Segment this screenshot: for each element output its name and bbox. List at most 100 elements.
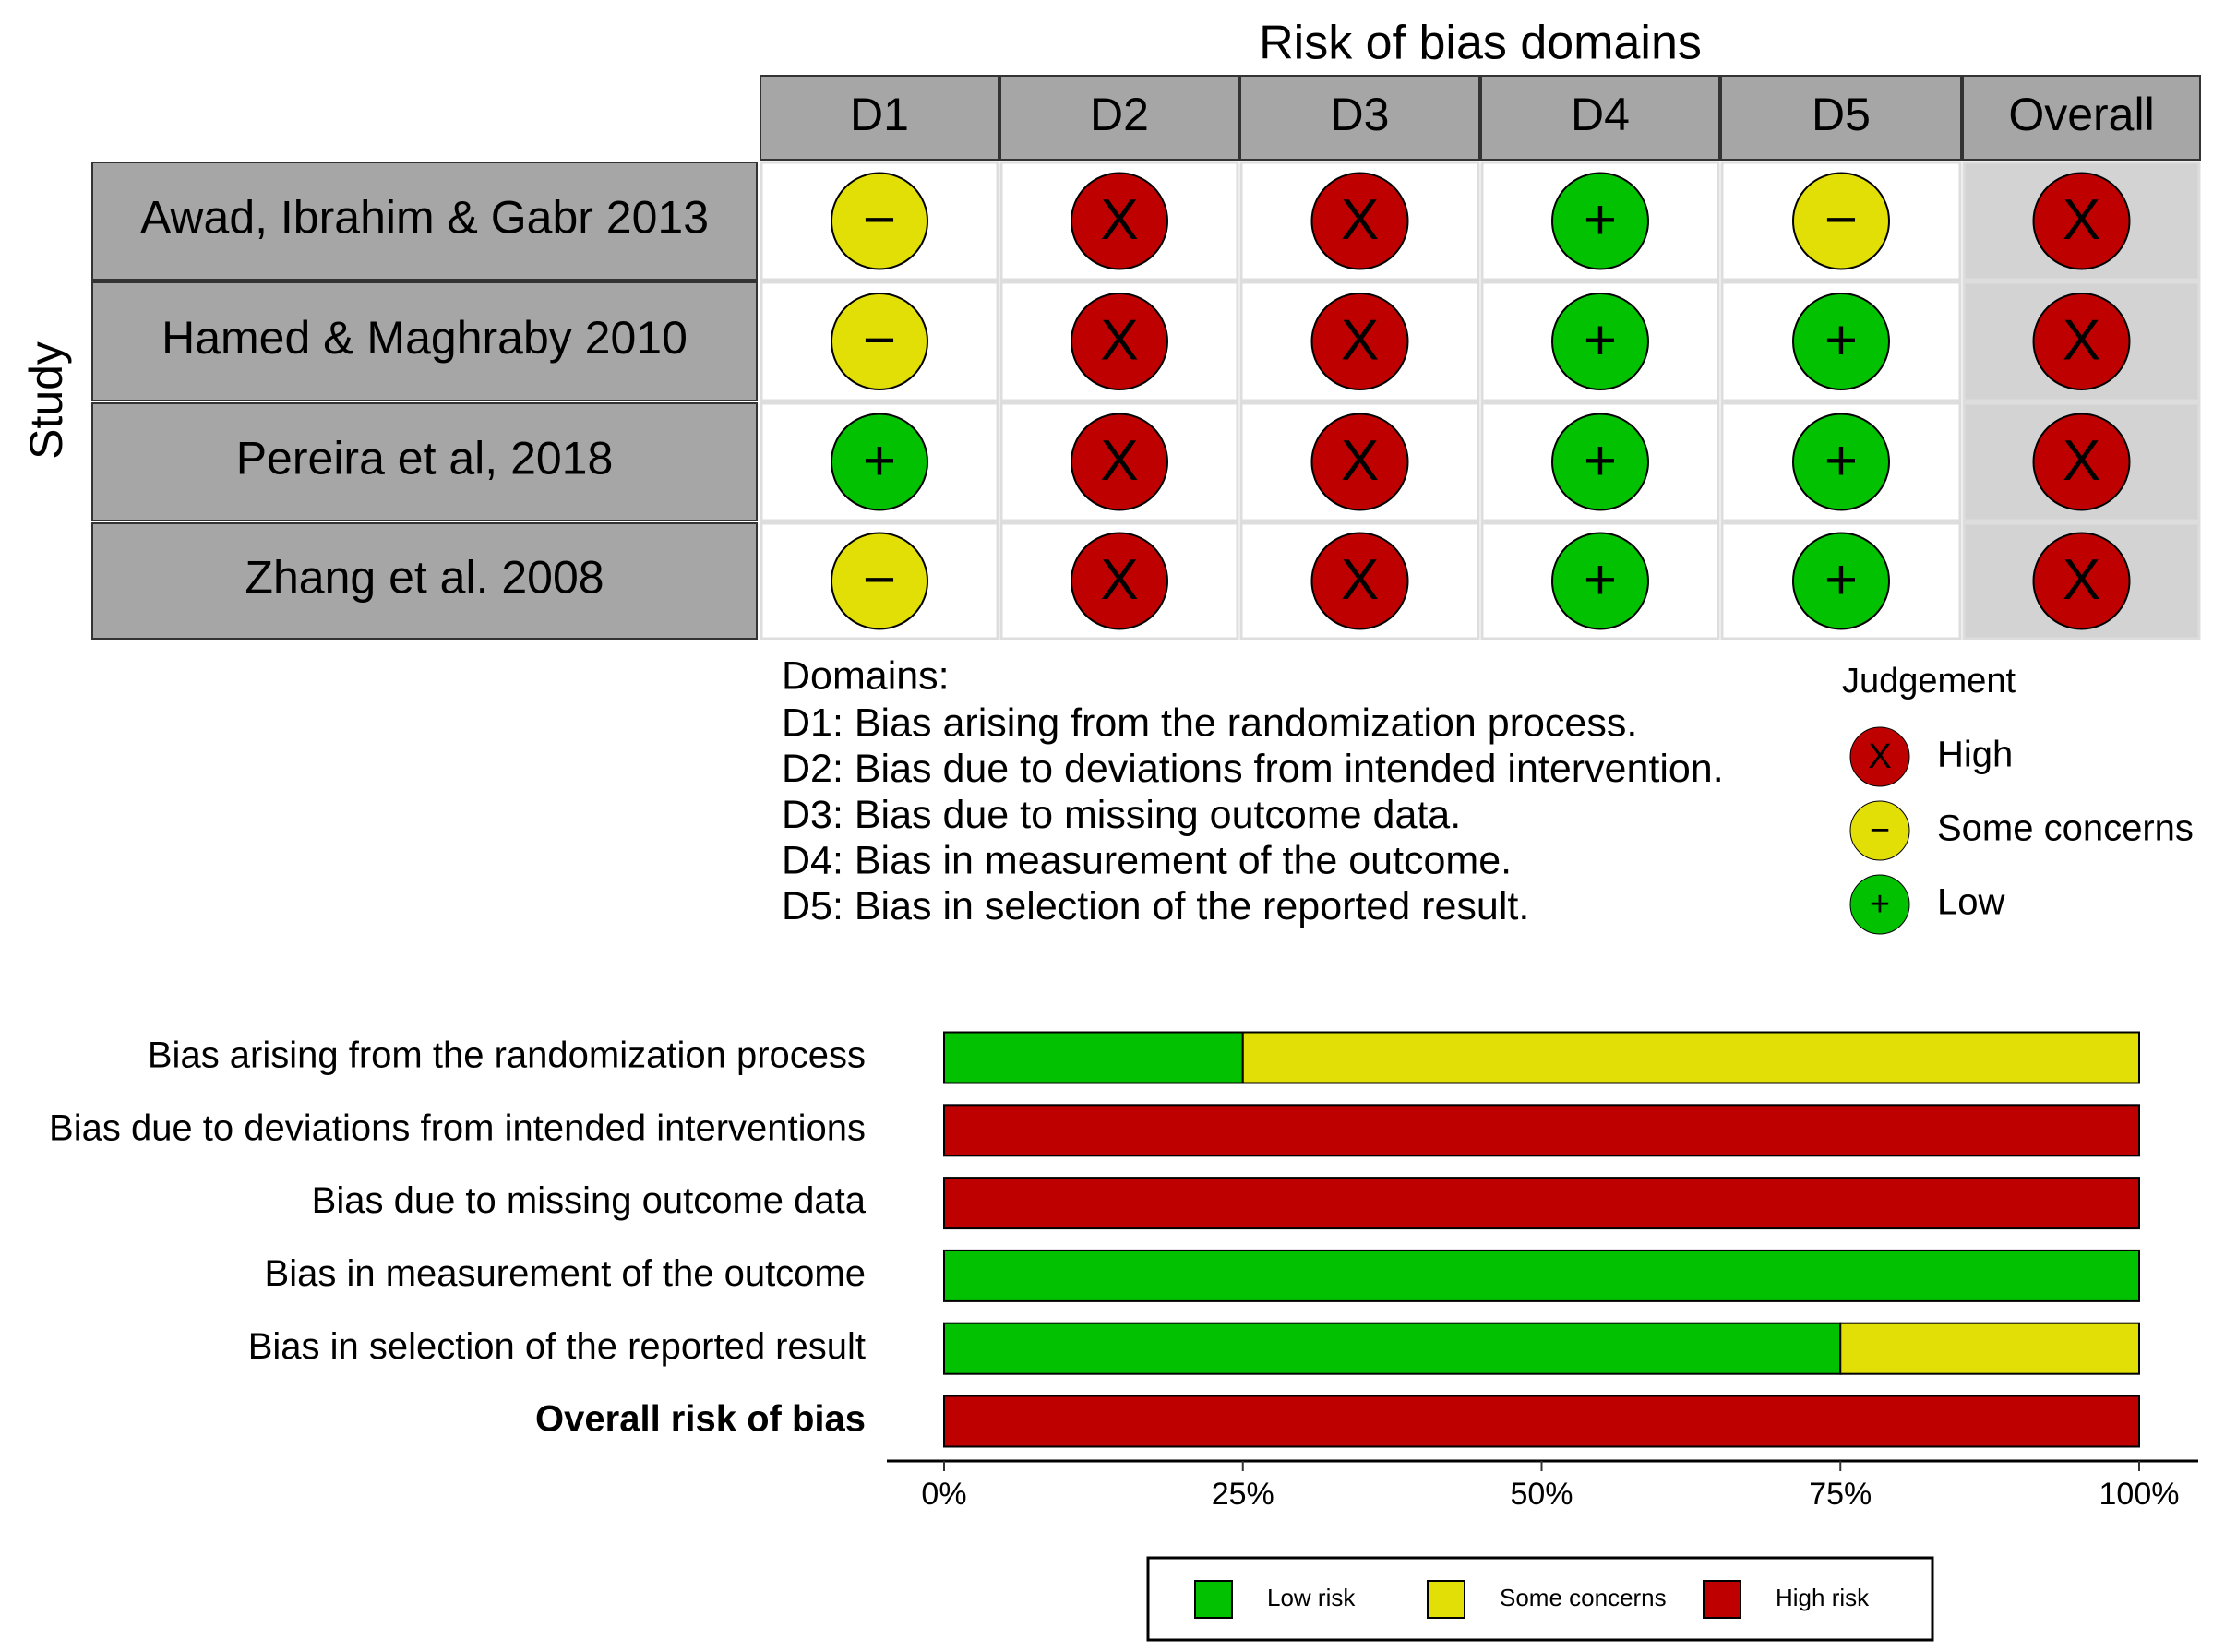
bar-segment <box>943 1177 2140 1230</box>
study-label-box <box>91 402 758 521</box>
judgement-circle <box>2032 172 2131 270</box>
column-label: D1 <box>850 89 909 140</box>
judgement-circle <box>831 172 928 270</box>
judgement-circle <box>1310 293 1409 390</box>
judgement-circle <box>831 413 928 511</box>
column-header <box>760 75 999 161</box>
judgement-circle <box>1310 172 1409 270</box>
judgement-circle <box>1071 172 1168 270</box>
judgement-symbol: + <box>863 429 896 493</box>
judgement-circle <box>1792 293 1890 390</box>
study-label-box <box>91 281 758 401</box>
study-label-box <box>91 522 758 640</box>
category-label: Bias in selection of the reported result <box>248 1326 866 1367</box>
judgement-symbol: X <box>1100 548 1138 612</box>
legend-box <box>1146 1556 1934 1642</box>
note-line: D4: Bias in measurement of the outcome. <box>782 838 1512 882</box>
judgement-symbol: X <box>1341 429 1379 493</box>
judgement-symbol: + <box>1824 308 1858 372</box>
bar-segment <box>1241 1031 2140 1084</box>
judgement-circle <box>1071 532 1168 630</box>
judgement-circle <box>831 293 928 390</box>
judgement-symbol: − <box>863 188 896 252</box>
judgement-symbol: X <box>1341 188 1379 252</box>
note-line: D2: Bias due to deviations from intended… <box>782 747 1724 791</box>
table-title: Risk of bias domains <box>1259 17 1702 70</box>
judgement-circle <box>1310 532 1409 630</box>
judgement-symbol: − <box>863 548 896 612</box>
category-label: Bias in measurement of the outcome <box>265 1253 866 1294</box>
judgement-circle <box>831 532 928 630</box>
judgement-symbol: X <box>2063 548 2100 612</box>
column-label: D2 <box>1090 89 1149 140</box>
bar-segment <box>1839 1322 2140 1375</box>
judgement-symbol: − <box>863 308 896 372</box>
x-tick-label: 25% <box>1212 1477 1274 1512</box>
bar-segment <box>943 1322 1842 1375</box>
study-label-box <box>91 162 758 281</box>
judgement-circle <box>1792 172 1890 270</box>
y-axis-label: Study <box>20 341 72 460</box>
bar-segment <box>943 1104 2140 1157</box>
judgement-symbol: X <box>2063 429 2100 493</box>
study-label: Pereira et al, 2018 <box>236 433 614 485</box>
study-label: Awad, Ibrahim & Gabr 2013 <box>140 192 709 244</box>
judgement-symbol: + <box>1824 429 1858 493</box>
column-label: Overall <box>2008 89 2154 140</box>
bar-segment <box>943 1249 2140 1302</box>
judgement-symbol: + <box>1824 548 1858 612</box>
judgement-symbol: X <box>1341 308 1379 372</box>
judgement-circle <box>1792 532 1890 630</box>
legend-symbol: X <box>1868 737 1891 776</box>
legend-swatch <box>1427 1580 1465 1619</box>
judgement-circle <box>2032 532 2131 630</box>
column-label: D3 <box>1331 89 1390 140</box>
x-tick-label: 50% <box>1510 1477 1573 1512</box>
judgement-symbol: X <box>1100 308 1138 372</box>
column-header <box>1480 75 1720 161</box>
judgement-symbol: + <box>1584 548 1617 612</box>
bar-segment <box>943 1395 2140 1448</box>
category-label: Bias due to missing outcome data <box>312 1180 867 1221</box>
judgement-symbol: X <box>2063 188 2100 252</box>
judgement-symbol: X <box>2063 308 2100 372</box>
column-header <box>1962 75 2201 161</box>
judgement-circle <box>1551 172 1649 270</box>
legend-label: Some concerns <box>1500 1584 1667 1611</box>
legend-swatch <box>1703 1580 1741 1619</box>
judgement-circle <box>1071 413 1168 511</box>
legend-label: Some concerns <box>1937 808 2194 849</box>
category-label: Bias due to deviations from intended int… <box>49 1107 866 1148</box>
note-line: D3: Bias due to missing outcome data. <box>782 793 1461 837</box>
judgement-circle <box>1310 413 1409 511</box>
column-label: D4 <box>1571 89 1630 140</box>
legend-label: High <box>1937 735 2013 775</box>
judgement-circle <box>2032 293 2131 390</box>
judgement-symbol: + <box>1584 308 1617 372</box>
legend-symbol: − <box>1870 811 1890 850</box>
judgement-circle <box>2032 413 2131 511</box>
category-label: Overall risk of bias <box>535 1399 866 1440</box>
column-header <box>1720 75 1962 161</box>
legend-label: High risk <box>1776 1584 1870 1611</box>
judgement-circle <box>1551 532 1649 630</box>
legend-label: Low <box>1937 882 2004 923</box>
judgement-symbol: − <box>1824 188 1858 252</box>
legend-swatch <box>1194 1580 1233 1619</box>
judgement-symbol: + <box>1584 429 1617 493</box>
x-tick-label: 100% <box>2099 1477 2180 1512</box>
notes-title: Domains: <box>782 653 950 698</box>
legend-title: Judgement <box>1842 662 2016 700</box>
study-label: Zhang et al. 2008 <box>245 552 604 604</box>
note-line: D5: Bias in selection of the reported re… <box>782 884 1529 928</box>
judgement-circle <box>1071 293 1168 390</box>
judgement-circle <box>1792 413 1890 511</box>
judgement-circle <box>1551 293 1649 390</box>
bar-segment <box>943 1031 1244 1084</box>
column-label: D5 <box>1812 89 1871 140</box>
legend-circle <box>1849 874 1910 935</box>
judgement-circle <box>1551 413 1649 511</box>
judgement-symbol: X <box>1100 188 1138 252</box>
legend-symbol: + <box>1870 885 1890 924</box>
legend-label: Low risk <box>1267 1584 1356 1611</box>
